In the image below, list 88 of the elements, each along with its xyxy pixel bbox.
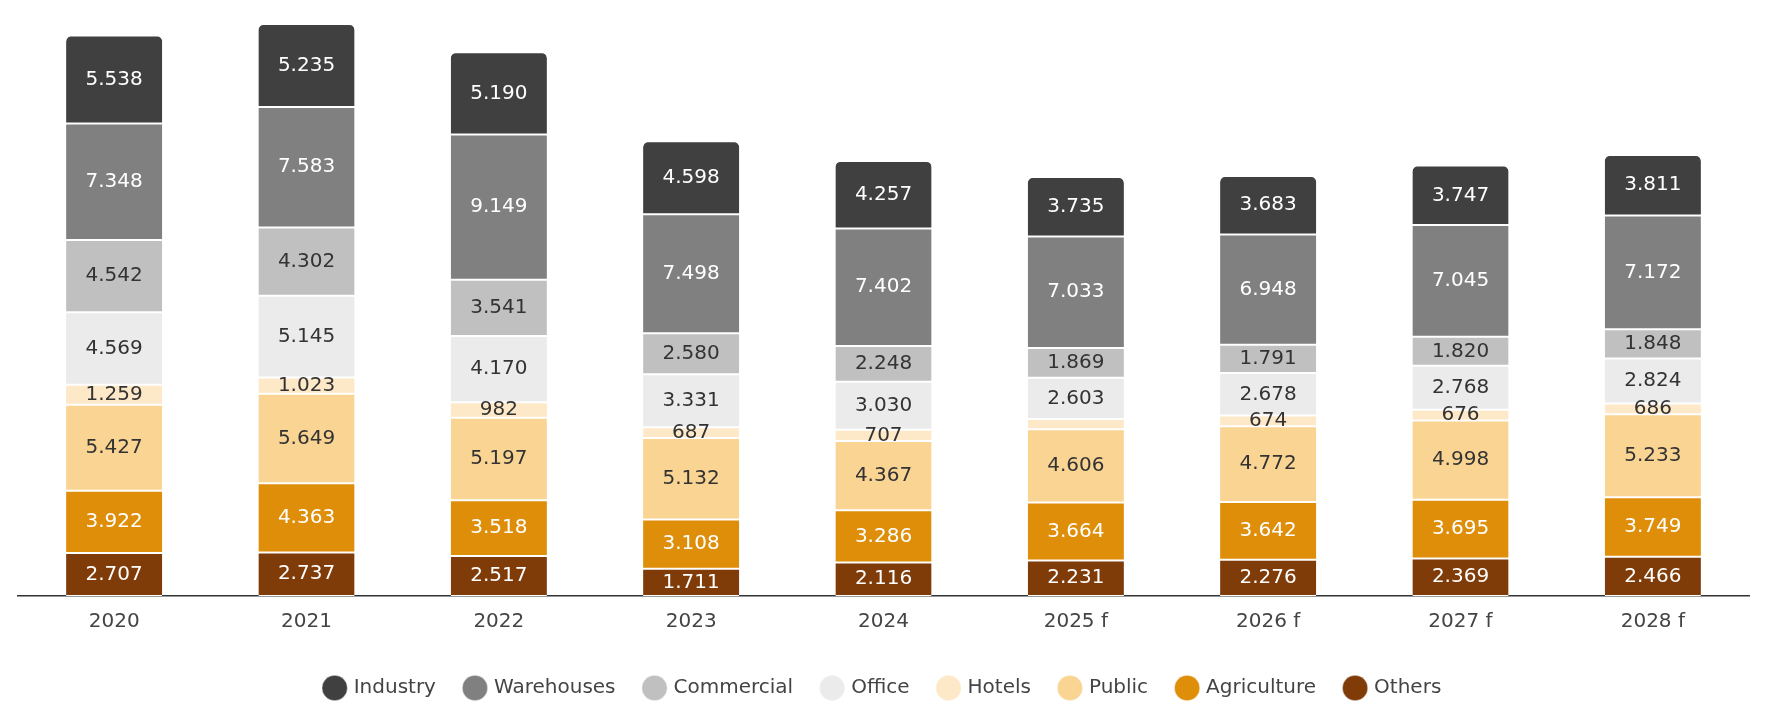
x-tick-label: 2021 xyxy=(281,608,332,633)
data-label: 3.664 xyxy=(1047,517,1105,542)
data-label: 1.791 xyxy=(1239,345,1297,370)
x-tick-label: 2024 xyxy=(858,608,909,633)
data-label: 5.190 xyxy=(470,79,528,104)
data-label: 2.116 xyxy=(854,565,913,590)
data-label: 2.466 xyxy=(1624,562,1682,587)
data-label: 1.820 xyxy=(1431,337,1490,362)
data-label: 3.108 xyxy=(662,530,720,555)
data-label: 676 xyxy=(1441,401,1480,426)
data-label: 6.948 xyxy=(1239,275,1297,300)
x-tick-label: 2022 xyxy=(473,608,525,633)
data-label: 982 xyxy=(479,396,518,421)
data-label: 3.683 xyxy=(1239,191,1297,216)
data-label: 3.518 xyxy=(470,514,528,539)
x-tick-label: 2028 f xyxy=(1620,608,1686,633)
data-label: 3.642 xyxy=(1239,517,1297,542)
data-label: 5.235 xyxy=(277,51,336,76)
data-label: 3.749 xyxy=(1624,513,1682,538)
data-label: 2.231 xyxy=(1047,564,1105,589)
x-tick-label: 2020 xyxy=(88,608,140,633)
x-tick-label: 2025 f xyxy=(1043,608,1109,633)
data-label: 4.569 xyxy=(85,334,143,359)
data-label: 7.033 xyxy=(1047,278,1105,303)
data-label: 7.172 xyxy=(1624,258,1682,283)
data-label: 4.606 xyxy=(1047,452,1105,477)
data-label: 5.538 xyxy=(85,65,143,90)
data-label: 2.276 xyxy=(1239,564,1297,589)
legend-label: Commercial xyxy=(673,674,794,699)
data-label: 1.023 xyxy=(277,371,336,396)
data-label: 4.772 xyxy=(1239,450,1297,475)
data-label: 5.427 xyxy=(85,433,143,458)
data-label: 5.649 xyxy=(277,424,336,449)
data-label: 1.711 xyxy=(662,568,720,593)
data-label: 4.302 xyxy=(277,247,336,272)
data-label: 4.542 xyxy=(85,262,143,287)
legend-label: Industry xyxy=(353,674,437,699)
data-label: 1.869 xyxy=(1047,349,1105,374)
x-tick-label: 2023 xyxy=(665,608,717,633)
data-label: 9.149 xyxy=(470,193,528,218)
legend-label: Public xyxy=(1088,674,1149,699)
data-label: 3.030 xyxy=(854,391,913,416)
data-label: 2.369 xyxy=(1431,563,1490,588)
data-label: 5.197 xyxy=(470,445,528,470)
data-label: 4.170 xyxy=(470,355,528,380)
data-label: 4.367 xyxy=(854,461,913,486)
data-label: 7.045 xyxy=(1431,267,1490,292)
data-label: 5.132 xyxy=(662,464,720,489)
legend-label: Agriculture xyxy=(1206,674,1317,699)
data-label: 2.678 xyxy=(1239,380,1297,405)
data-label: 3.735 xyxy=(1047,192,1105,217)
data-label: 5.145 xyxy=(277,322,336,347)
data-label: 1.848 xyxy=(1624,330,1682,355)
data-label: 3.331 xyxy=(662,386,720,411)
data-label: 3.811 xyxy=(1624,171,1682,196)
data-label: 3.747 xyxy=(1431,181,1490,206)
data-label: 5.233 xyxy=(1624,442,1682,467)
legend-label: Others xyxy=(1374,674,1442,699)
data-label: 2.517 xyxy=(470,562,528,587)
legend-label: Warehouses xyxy=(493,674,616,699)
data-label: 3.541 xyxy=(470,294,528,319)
x-tick-label: 2026 f xyxy=(1236,608,1302,633)
data-label: 2.824 xyxy=(1624,367,1682,392)
data-label: 4.598 xyxy=(662,164,720,189)
data-label: 2.768 xyxy=(1431,373,1490,398)
data-label: 686 xyxy=(1633,395,1672,420)
legend-label: Hotels xyxy=(967,674,1031,699)
data-label: 707 xyxy=(864,421,903,446)
data-label: 2.737 xyxy=(277,560,336,585)
data-label: 674 xyxy=(1249,407,1288,432)
data-label: 4.257 xyxy=(854,180,913,205)
data-label: 7.348 xyxy=(85,167,143,192)
data-label: 7.583 xyxy=(277,153,336,178)
data-label: 2.248 xyxy=(854,349,913,374)
x-tick-label: 2027 f xyxy=(1428,608,1494,633)
data-label: 687 xyxy=(672,418,711,443)
legend-label: Office xyxy=(851,674,910,699)
data-label: 3.286 xyxy=(854,522,913,547)
data-label: 2.580 xyxy=(662,340,720,364)
data-label: 3.922 xyxy=(85,508,143,533)
data-label: 2.707 xyxy=(85,560,143,585)
data-label: 7.498 xyxy=(662,260,720,285)
data-label: 4.363 xyxy=(277,504,336,529)
data-label: 2.603 xyxy=(1047,384,1105,409)
data-label: 3.695 xyxy=(1431,515,1490,540)
data-label: 4.998 xyxy=(1431,446,1490,471)
data-label: 7.402 xyxy=(854,273,913,298)
data-label: 1.259 xyxy=(85,380,143,405)
